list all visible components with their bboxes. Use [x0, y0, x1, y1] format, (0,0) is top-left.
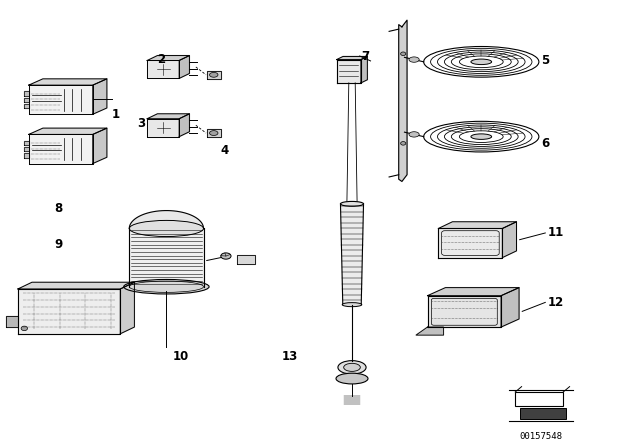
Text: 2: 2	[157, 52, 165, 66]
Polygon shape	[337, 60, 361, 83]
Polygon shape	[147, 114, 189, 119]
Polygon shape	[399, 20, 407, 181]
Polygon shape	[340, 204, 364, 305]
Ellipse shape	[21, 326, 28, 331]
Ellipse shape	[338, 361, 366, 374]
Text: 12: 12	[547, 296, 563, 309]
Ellipse shape	[471, 134, 492, 139]
Text: 00157548: 00157548	[519, 432, 563, 441]
Polygon shape	[24, 153, 29, 158]
Ellipse shape	[336, 373, 368, 384]
Polygon shape	[147, 119, 179, 137]
Polygon shape	[179, 56, 189, 78]
Polygon shape	[207, 71, 221, 79]
Polygon shape	[438, 222, 516, 228]
Ellipse shape	[342, 303, 362, 306]
Polygon shape	[428, 296, 501, 327]
Text: 11: 11	[547, 226, 563, 240]
Ellipse shape	[209, 73, 218, 77]
Polygon shape	[129, 228, 204, 287]
Polygon shape	[29, 128, 107, 134]
Polygon shape	[6, 316, 18, 327]
Polygon shape	[337, 56, 367, 60]
Ellipse shape	[401, 52, 406, 56]
Polygon shape	[147, 60, 179, 78]
Ellipse shape	[221, 253, 231, 259]
Polygon shape	[18, 282, 134, 289]
Polygon shape	[29, 85, 93, 114]
Text: 8: 8	[54, 202, 63, 215]
Polygon shape	[24, 104, 29, 108]
Polygon shape	[24, 98, 29, 102]
Polygon shape	[237, 254, 255, 263]
Polygon shape	[24, 91, 29, 95]
Ellipse shape	[471, 59, 492, 65]
Polygon shape	[207, 129, 221, 137]
Polygon shape	[93, 128, 107, 164]
Polygon shape	[502, 222, 516, 258]
Text: 1: 1	[112, 108, 120, 121]
Polygon shape	[18, 289, 120, 334]
Ellipse shape	[344, 363, 360, 371]
Polygon shape	[501, 288, 519, 327]
Polygon shape	[438, 228, 502, 258]
Polygon shape	[29, 134, 93, 164]
Ellipse shape	[209, 131, 218, 135]
Text: 9: 9	[54, 237, 63, 251]
Ellipse shape	[401, 142, 406, 145]
Text: 3: 3	[138, 116, 146, 130]
Polygon shape	[120, 282, 134, 334]
Text: 4: 4	[221, 143, 229, 157]
Text: 6: 6	[541, 137, 549, 150]
Ellipse shape	[340, 202, 364, 206]
Polygon shape	[93, 79, 107, 114]
Ellipse shape	[409, 132, 419, 137]
Text: 13: 13	[282, 349, 298, 363]
Ellipse shape	[129, 220, 204, 237]
Ellipse shape	[124, 280, 209, 294]
FancyBboxPatch shape	[520, 408, 566, 419]
Ellipse shape	[409, 57, 419, 62]
Text: 7: 7	[362, 49, 370, 63]
Polygon shape	[24, 147, 29, 151]
Polygon shape	[147, 56, 189, 60]
Polygon shape	[416, 327, 444, 335]
Polygon shape	[179, 114, 189, 137]
Text: 10: 10	[173, 349, 189, 363]
Polygon shape	[129, 211, 204, 228]
Polygon shape	[24, 141, 29, 145]
Polygon shape	[29, 79, 107, 85]
Polygon shape	[428, 288, 519, 296]
Text: 5: 5	[541, 54, 549, 67]
Polygon shape	[361, 56, 367, 83]
